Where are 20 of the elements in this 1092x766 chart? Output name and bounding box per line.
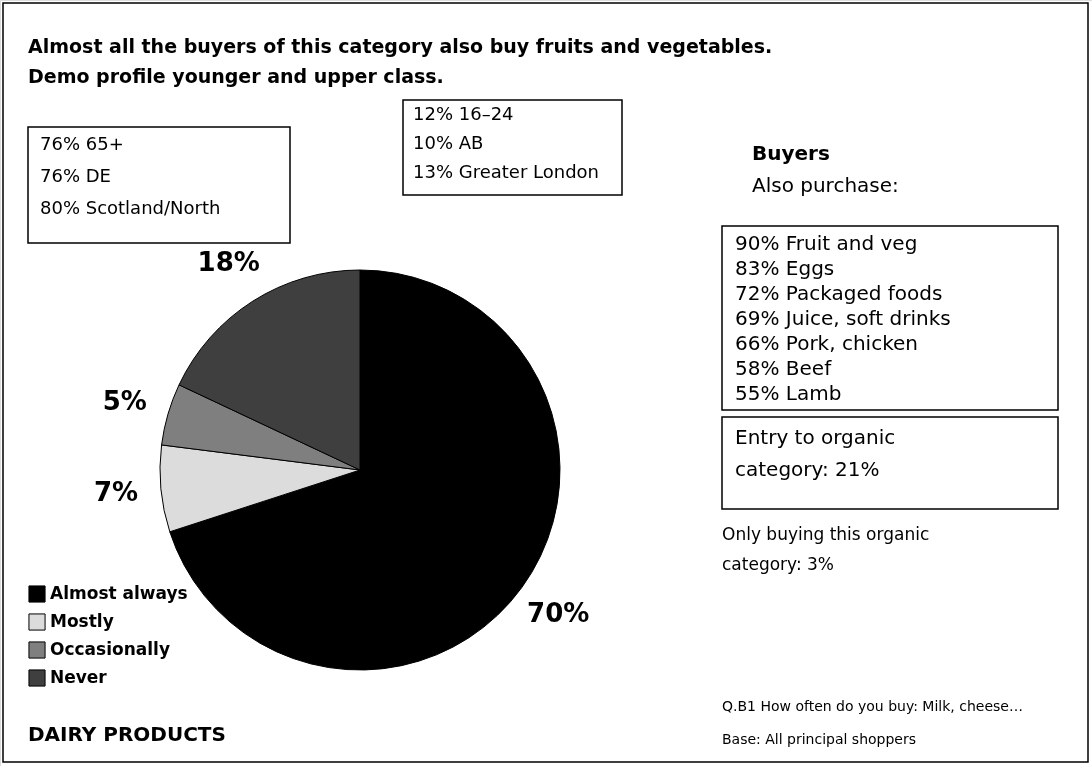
legend-label: Almost always bbox=[50, 583, 188, 603]
legend-label: Mostly bbox=[50, 611, 114, 631]
legend-label: Never bbox=[50, 667, 108, 687]
text: Buyers bbox=[752, 141, 830, 165]
text: 90% Fruit and veg 83% Eggs 72% Packaged foods 69% Juice, soft drinks 66% Pork, chicken 58% Beef 55% Lamb bbox=[735, 231, 951, 405]
data-label: 5% bbox=[102, 385, 147, 416]
text: DAIRY PRODUCTS bbox=[28, 722, 226, 746]
text: Q.B1 How often do you buy: Milk, cheese… bbox=[722, 698, 1023, 714]
text: Entry to organic category: 21% bbox=[735, 425, 896, 481]
text: 12% 16–24 10% AB 13% Greater London bbox=[413, 103, 600, 182]
text: Only buying this organic category: 3% bbox=[722, 524, 930, 574]
text: 76% 65+ 76% DE 80% Scotland/North bbox=[40, 133, 221, 218]
data-label: 7% bbox=[94, 477, 139, 508]
chart-subtitle: Demo profile younger and upper class. bbox=[28, 65, 444, 87]
legend-label: Occasionally bbox=[50, 639, 171, 659]
text: Base: All principal shoppers bbox=[722, 731, 917, 747]
chart-title: Almost all the buyers of this category also buy fruits and vegetables. bbox=[28, 35, 773, 57]
data-label: 70% bbox=[527, 598, 590, 629]
data-label: 18% bbox=[197, 247, 260, 278]
text: Also purchase: bbox=[752, 173, 899, 197]
